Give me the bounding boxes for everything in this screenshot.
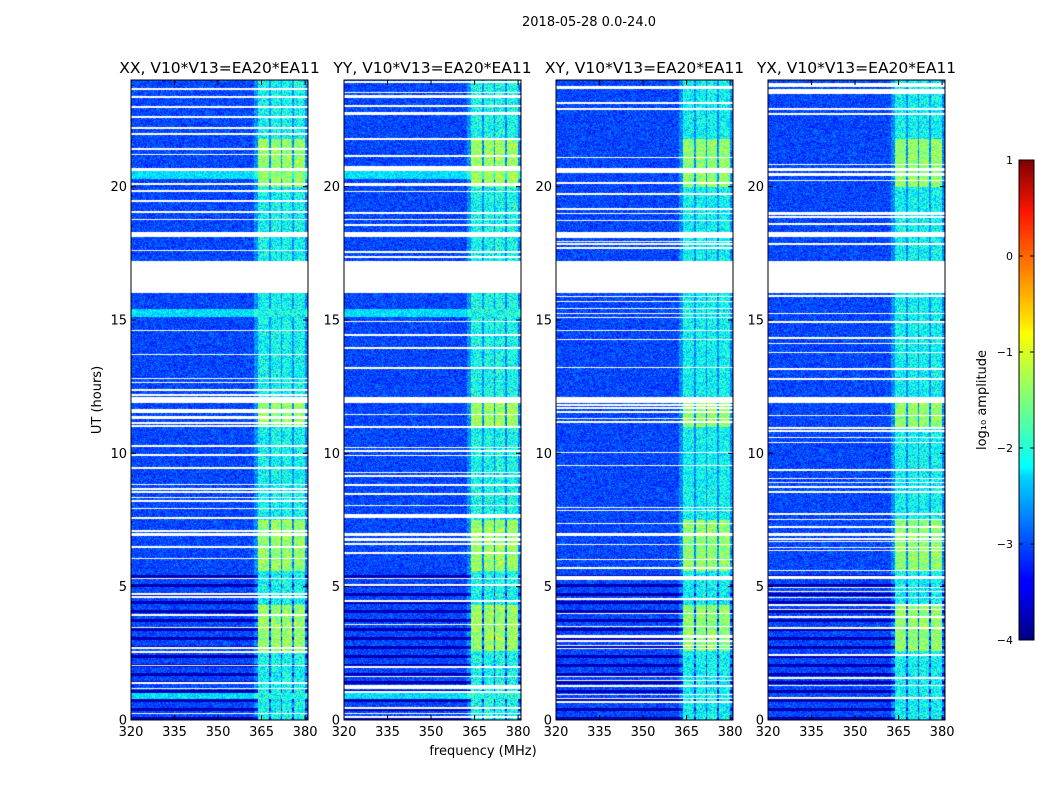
x-tick-label: 380 xyxy=(293,725,318,740)
x-tick-label: 365 xyxy=(249,725,274,740)
x-tick-label: 380 xyxy=(930,725,955,740)
panel-2-heatmap xyxy=(344,80,521,720)
y-tick-label: 0 xyxy=(119,714,127,729)
x-tick-label: 335 xyxy=(375,725,400,740)
panel-4-frame xyxy=(767,79,946,721)
x-tick-label: 365 xyxy=(674,725,699,740)
y-tick-label: 5 xyxy=(332,580,340,595)
panel-4-heatmap xyxy=(768,80,945,720)
panel-2-title: YY, V10*V13=EA20*EA11 xyxy=(332,59,531,77)
y-tick-label: 15 xyxy=(323,314,340,329)
y-tick-label: 20 xyxy=(535,180,552,195)
y-tick-label: 15 xyxy=(535,314,552,329)
colorbar: −4 −3 −2 −1 0 1 log₁₀ amplitude xyxy=(975,154,1035,647)
x-axis-label: frequency (MHz) xyxy=(429,744,536,759)
x-tick-label: 350 xyxy=(843,725,868,740)
y-tick-label: 15 xyxy=(747,314,764,329)
colorbar-tick-label: −2 xyxy=(997,442,1013,455)
colorbar-ticks: −4 −3 −2 −1 0 1 xyxy=(997,154,1034,647)
colorbar-label: log₁₀ amplitude xyxy=(975,350,990,450)
x-tick-label: 320 xyxy=(119,725,144,740)
x-tick-label: 335 xyxy=(162,725,187,740)
x-tick-label: 335 xyxy=(799,725,824,740)
panel-1-title: XX, V10*V13=EA20*EA11 xyxy=(119,59,319,77)
y-axis-label: UT (hours) xyxy=(90,366,105,434)
y-tick-label: 10 xyxy=(323,447,340,462)
x-tick-label: 320 xyxy=(332,725,357,740)
colorbar-tick-label: −1 xyxy=(997,346,1013,359)
panel-3: XY, V10*V13=EA20*EA11 320 335 350 365 380 0 5 10… xyxy=(535,59,744,740)
colorbar-tick-label: 1 xyxy=(1006,154,1013,167)
figure-title: 2018-05-28 0.0-24.0 xyxy=(522,15,656,30)
y-tick-label: 20 xyxy=(110,180,127,195)
y-tick-label: 0 xyxy=(756,714,764,729)
y-tick-label: 20 xyxy=(323,180,340,195)
x-tick-label: 320 xyxy=(756,725,781,740)
x-tick-label: 335 xyxy=(587,725,612,740)
x-tick-label: 320 xyxy=(544,725,569,740)
y-tick-label: 10 xyxy=(110,447,127,462)
x-tick-label: 365 xyxy=(886,725,911,740)
colorbar-tick-label: −4 xyxy=(997,634,1013,647)
y-tick-label: 10 xyxy=(535,447,552,462)
panels: XX, V10*V13=EA20*EA11 320 335 350 365 380 0 5 10… xyxy=(110,59,956,740)
panel-1: XX, V10*V13=EA20*EA11 320 335 350 365 380 0 5 10… xyxy=(110,59,319,740)
y-tick-label: 5 xyxy=(119,580,127,595)
x-tick-label: 380 xyxy=(506,725,531,740)
colorbar-tick-label: 0 xyxy=(1006,250,1013,263)
y-tick-label: 5 xyxy=(544,580,552,595)
y-tick-label: 20 xyxy=(747,180,764,195)
colorbar-tick-label: −3 xyxy=(997,538,1013,551)
panel-3-title: XY, V10*V13=EA20*EA11 xyxy=(545,59,744,77)
y-tick-label: 10 xyxy=(747,447,764,462)
panel-2: YY, V10*V13=EA20*EA11 320 335 350 365 380 0 5 10… xyxy=(323,59,531,740)
panel-1-heatmap xyxy=(131,80,308,720)
x-tick-label: 350 xyxy=(419,725,444,740)
x-tick-label: 350 xyxy=(206,725,231,740)
x-tick-label: 365 xyxy=(462,725,487,740)
y-tick-label: 15 xyxy=(110,314,127,329)
panel-4: YX, V10*V13=EA20*EA11 320 335 350 365 380 0 5 10… xyxy=(747,59,956,740)
colorbar-gradient xyxy=(1018,159,1035,641)
x-tick-label: 380 xyxy=(718,725,743,740)
y-tick-label: 0 xyxy=(544,714,552,729)
panel-3-frame xyxy=(555,79,734,721)
x-tick-label: 350 xyxy=(631,725,656,740)
panel-3-heatmap xyxy=(556,80,733,720)
panel-2-frame xyxy=(343,79,522,721)
panel-4-title: YX, V10*V13=EA20*EA11 xyxy=(756,59,956,77)
y-tick-label: 5 xyxy=(756,580,764,595)
panel-1-frame xyxy=(130,79,309,721)
y-tick-label: 0 xyxy=(332,714,340,729)
